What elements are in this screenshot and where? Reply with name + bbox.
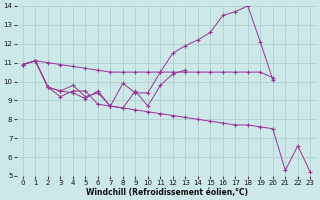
X-axis label: Windchill (Refroidissement éolien,°C): Windchill (Refroidissement éolien,°C) <box>85 188 248 197</box>
